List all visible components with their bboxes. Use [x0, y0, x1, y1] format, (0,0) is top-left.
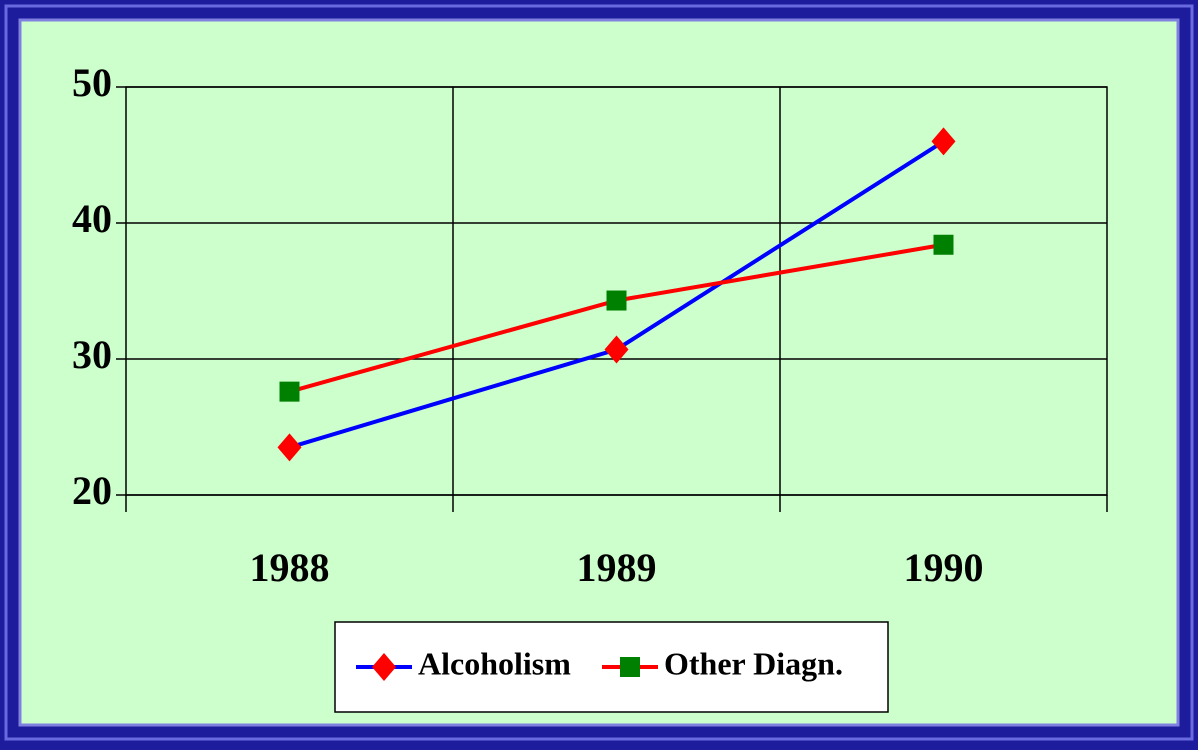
panel [18, 18, 1180, 727]
marker [933, 234, 954, 255]
y-tick-label: 50 [72, 60, 112, 105]
marker [931, 127, 956, 156]
marker [606, 290, 627, 311]
legend-marker [372, 653, 396, 681]
legend-marker [620, 657, 640, 677]
legend-label: Alcoholism [418, 645, 571, 681]
frame-line [4, 4, 1194, 741]
y-tick-label: 20 [72, 468, 112, 513]
marker [604, 335, 629, 364]
y-tick-label: 30 [72, 332, 112, 377]
x-tick-label: 1988 [250, 545, 330, 590]
x-tick-label: 1989 [577, 545, 657, 590]
x-tick-label: 1990 [904, 545, 984, 590]
legend-label: Other Diagn. [664, 645, 843, 681]
marker [277, 433, 302, 462]
marker [279, 381, 300, 402]
y-tick-label: 40 [72, 196, 112, 241]
